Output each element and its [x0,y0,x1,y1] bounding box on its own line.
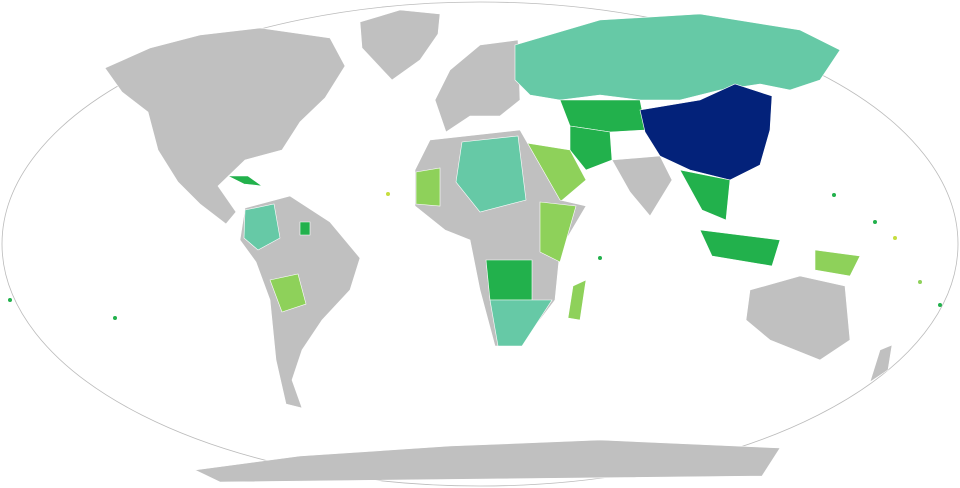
india [611,155,673,217]
east-africa [539,201,577,263]
europe [434,39,521,133]
island [598,256,602,260]
indonesia [699,229,781,267]
new-guinea [814,249,861,277]
island [918,280,922,284]
island [386,192,390,196]
island [893,236,897,240]
cuba [227,175,264,187]
island [113,316,117,320]
island [832,193,836,197]
island [938,303,942,307]
new-zealand [869,344,893,383]
australia [745,275,851,361]
central-asia [559,99,647,133]
madagascar [567,279,587,321]
antarctica [193,439,781,483]
southeast-asia [679,169,731,221]
china [639,83,773,181]
west-africa [415,167,441,207]
island [8,298,12,302]
north-america [104,27,346,225]
suriname [299,221,311,236]
greenland [359,9,441,81]
colombia [243,203,281,251]
island [873,220,877,224]
iran [569,125,613,171]
bolivia [269,273,307,313]
north-africa [455,135,527,213]
angola [485,259,533,301]
southern-africa [489,299,553,347]
